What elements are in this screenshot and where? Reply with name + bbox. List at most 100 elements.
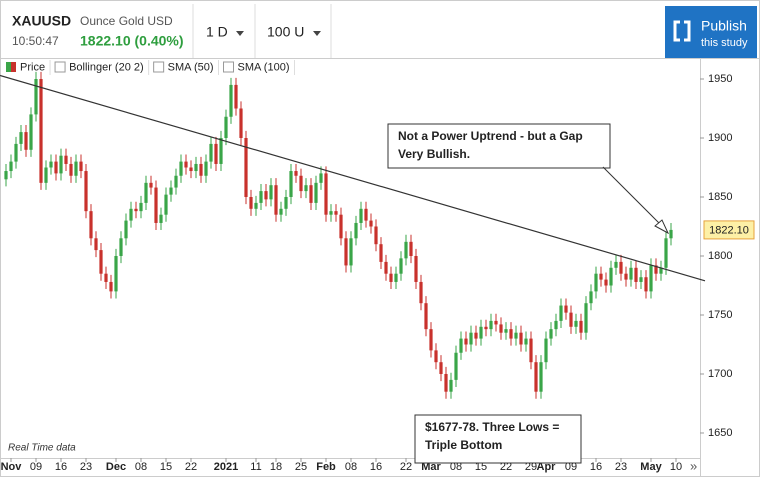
candle-body — [134, 208, 138, 212]
instrument-name: Ounce Gold USD — [80, 14, 173, 28]
time: 10:50:47 — [12, 34, 59, 48]
legend-checkbox[interactable] — [223, 61, 235, 73]
candle-body — [479, 326, 483, 339]
legend-label: SMA (100) — [238, 61, 290, 73]
legend-checkbox[interactable] — [153, 61, 165, 73]
candle-body — [664, 238, 668, 268]
candle-body — [29, 114, 33, 150]
candle-body — [589, 291, 593, 304]
x-tick-label: 09 — [30, 461, 42, 473]
x-tick-label: 25 — [295, 461, 307, 473]
candle-body — [44, 167, 48, 183]
candle-body — [9, 161, 13, 172]
candle-body — [109, 281, 113, 292]
interval-select[interactable]: 1 D — [206, 24, 228, 40]
candle-body — [84, 171, 88, 212]
candle-body — [609, 267, 613, 286]
candle-body — [69, 163, 73, 176]
candle-body — [544, 338, 548, 363]
candle-body — [404, 241, 408, 259]
candle-body — [354, 222, 358, 239]
candle-body — [189, 167, 193, 172]
legend-checkbox[interactable] — [54, 61, 66, 73]
publish-sublabel: this study — [701, 37, 748, 49]
candle-body — [124, 220, 128, 239]
candle-body — [339, 214, 343, 239]
candle-body — [224, 116, 228, 138]
candle-body — [169, 187, 173, 195]
candle-body — [64, 155, 68, 164]
candle-body — [89, 211, 93, 239]
candle-body — [249, 196, 253, 209]
candle-body — [284, 196, 288, 209]
price-tag — [703, 220, 755, 240]
units-select[interactable]: 100 U — [267, 24, 304, 40]
candle-body — [199, 163, 203, 176]
candle-body — [374, 226, 378, 245]
y-tick-label: 1950 — [708, 73, 732, 85]
candle-body — [219, 138, 223, 164]
candle-body — [234, 84, 238, 109]
dropdown-arrow — [236, 31, 244, 36]
candle-body — [564, 305, 568, 313]
candle-body — [179, 161, 183, 176]
y-tick-label: 1900 — [708, 132, 732, 144]
x-tick-label: 16 — [590, 461, 602, 473]
candle-body — [549, 329, 553, 339]
x-tick-label: 10 — [670, 461, 682, 473]
candle-body — [569, 312, 573, 327]
x-tick-label: 23 — [615, 461, 627, 473]
candle-body — [204, 161, 208, 176]
candle-body — [24, 132, 28, 150]
candle-body — [159, 214, 163, 223]
legend-label: Bollinger (20 2) — [69, 61, 144, 73]
candle-body — [494, 320, 498, 325]
footnote: Real Time data — [8, 443, 76, 454]
candle-body — [594, 273, 598, 292]
candle-body — [659, 267, 663, 274]
candle-body — [119, 238, 123, 256]
candle-body — [514, 332, 518, 339]
x-tick-label: 16 — [55, 461, 67, 473]
x-tick-label: Feb — [316, 461, 336, 473]
candle-body — [274, 185, 278, 215]
candle-body — [464, 338, 468, 345]
annotation-box — [414, 414, 582, 464]
candle-body — [154, 187, 158, 223]
x-tick-label: Apr — [537, 461, 557, 473]
candle-body — [644, 277, 648, 292]
candle-body — [14, 143, 18, 162]
y-tick-label: 1700 — [708, 368, 732, 380]
x-tick-label: 22 — [400, 461, 412, 473]
candle-body — [39, 79, 43, 183]
candle-body — [149, 182, 153, 188]
candle-body — [439, 362, 443, 374]
candle-body — [314, 182, 318, 203]
candle-body — [599, 273, 603, 280]
candle-body — [534, 362, 538, 392]
candle-body — [269, 185, 273, 200]
x-tick-label: 16 — [370, 461, 382, 473]
candle-body — [474, 332, 478, 339]
candle-body — [489, 320, 493, 330]
y-tick-label: 1850 — [708, 191, 732, 203]
candle-body — [184, 161, 188, 168]
annotation-text: $1677-78. Three Lows = — [425, 420, 559, 434]
candle-body — [359, 208, 363, 223]
candle-body — [194, 163, 198, 172]
scroll-button[interactable]: » — [690, 458, 697, 473]
candle-body — [239, 108, 243, 138]
candle-body — [604, 279, 608, 286]
candle-body — [629, 267, 633, 280]
candle-body — [264, 191, 268, 200]
x-tick-label: 22 — [185, 461, 197, 473]
candle-body — [554, 320, 558, 330]
candle-body — [304, 185, 308, 192]
annotation-text: Not a Power Uptrend - but a Gap — [398, 129, 583, 143]
x-tick-label: 08 — [450, 461, 462, 473]
x-tick-label: 15 — [160, 461, 172, 473]
candle-body — [114, 255, 118, 292]
symbol: XAUUSD — [12, 13, 71, 29]
candle-body — [49, 161, 53, 168]
